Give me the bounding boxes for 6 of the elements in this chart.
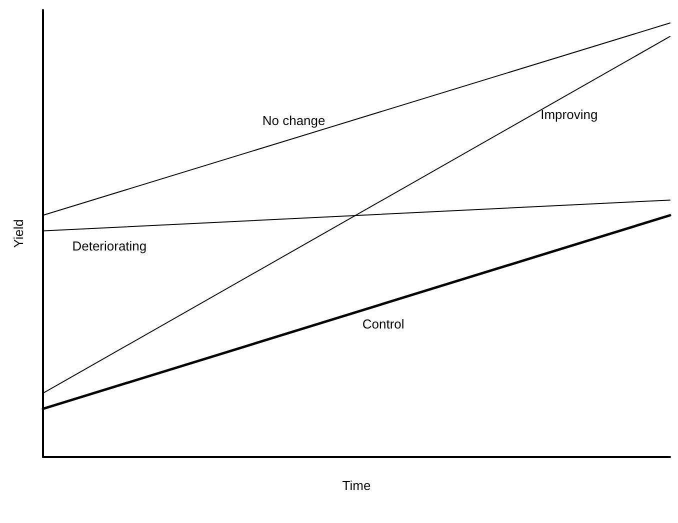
series-label: Deteriorating (72, 238, 147, 254)
series-label: Control (362, 316, 404, 332)
y-axis-title: Yield (11, 219, 26, 248)
series-label: No change (262, 112, 326, 128)
series-label: Improving (540, 107, 598, 122)
x-axis-title: Time (342, 478, 371, 493)
